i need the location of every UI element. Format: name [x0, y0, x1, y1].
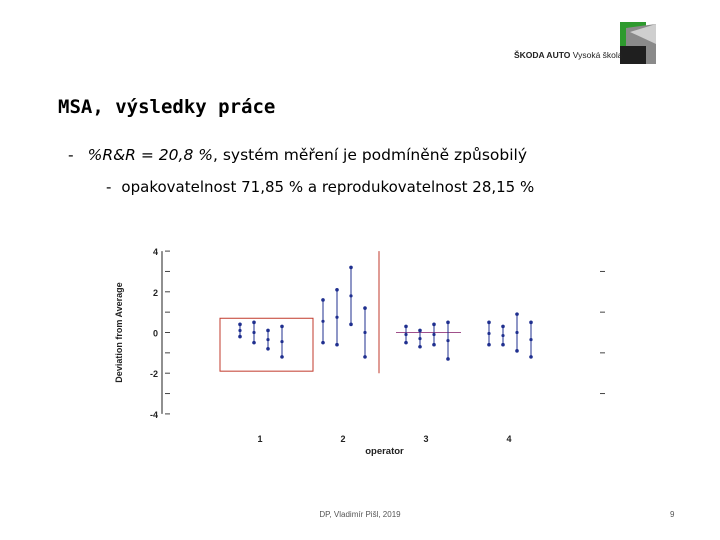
data-point: [238, 334, 242, 339]
data-point: [349, 265, 353, 270]
data-point: [363, 355, 367, 359]
data-point: [280, 324, 284, 329]
x-tick-label: 2: [340, 434, 345, 444]
data-point: [404, 340, 408, 345]
bullet-dash: -: [68, 146, 74, 164]
data-point: [404, 324, 408, 329]
data-point: [515, 330, 519, 335]
data-point: [432, 332, 436, 337]
page-number: 9: [670, 510, 675, 519]
data-point: [446, 339, 450, 343]
data-point: [321, 319, 325, 323]
data-point: [363, 306, 367, 310]
data-point: [280, 340, 284, 344]
x-tick-label: 3: [423, 434, 428, 444]
data-point: [432, 322, 436, 327]
bullet-2: - opakovatelnost 71,85 % a reprodukovatel…: [106, 178, 534, 196]
y-axis-label: Deviation from Average: [114, 282, 124, 382]
data-point: [529, 355, 533, 359]
data-point: [501, 333, 505, 338]
data-point: [349, 322, 353, 327]
y-tick-label: 4: [153, 247, 158, 257]
data-point: [335, 315, 339, 319]
data-point: [515, 312, 519, 316]
logo-text: ŠKODA AUTO Vysoká škola: [514, 50, 623, 60]
group-box: [219, 317, 314, 372]
data-point: [252, 330, 256, 335]
data-point: [363, 330, 367, 335]
data-point: [266, 346, 270, 351]
data-point: [349, 294, 353, 298]
data-point: [335, 287, 339, 292]
y-tick-label: -4: [150, 410, 158, 420]
bullet-dash: -: [106, 178, 112, 196]
deviation-chart: 4 2 0 -2 -4 Deviation from Average 1 2 3 4 operato…: [114, 247, 605, 457]
data-point: [418, 337, 422, 341]
x-axis-label: operator: [365, 446, 404, 457]
y-tick-label: 0: [153, 329, 158, 339]
data-point: [515, 349, 519, 353]
data-point: [335, 342, 339, 347]
data-point: [501, 342, 505, 347]
data-point: [432, 342, 436, 347]
bullet-1-text: , systém měření je podmíněně způsobilý: [212, 146, 528, 164]
data-point: [238, 322, 242, 327]
x-tick-label: 4: [506, 434, 511, 444]
data-point: [321, 340, 325, 345]
data-point: [404, 332, 408, 337]
data-point: [487, 331, 491, 336]
skoda-logo: [620, 22, 656, 64]
data-point: [266, 328, 270, 333]
y-tick-label: 2: [153, 288, 158, 298]
data-point: [487, 320, 491, 325]
bullet-1-metric: %R&R = 20,8 %: [87, 146, 213, 164]
data-point: [266, 338, 270, 342]
data-point: [529, 320, 533, 325]
data-point: [418, 328, 422, 333]
slide-title: MSA, výsledky práce: [58, 96, 276, 118]
y-tick-label: -2: [150, 369, 158, 379]
data-point: [446, 320, 450, 325]
data-point: [501, 324, 505, 329]
data-point: [418, 344, 422, 349]
data-point: [321, 298, 325, 302]
bullet-2-text: opakovatelnost 71,85 % a reprodukovateln…: [121, 178, 535, 196]
data-point: [529, 338, 533, 342]
footer-text: DP, Vladimír Pišl, 2019: [319, 510, 401, 519]
data-point: [252, 340, 256, 345]
data-point: [446, 357, 450, 361]
data-point: [252, 320, 256, 325]
data-point: [238, 328, 242, 333]
data-point: [487, 342, 491, 347]
x-tick-label: 1: [257, 434, 262, 444]
data-point: [280, 355, 284, 359]
bullet-1: - %R&R = 20,8 %, systém měření je podmíně…: [68, 146, 527, 164]
